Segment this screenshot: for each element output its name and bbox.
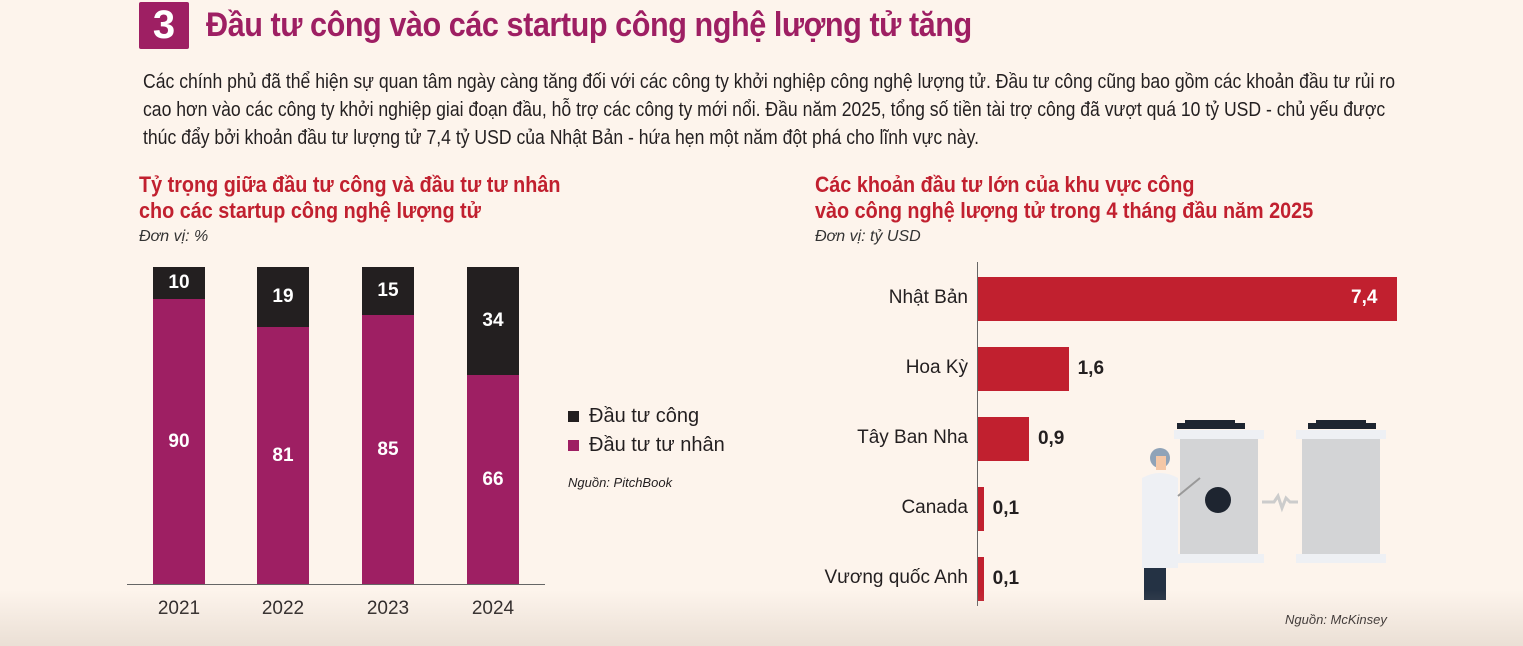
y-tick-label: Canada — [901, 497, 968, 518]
data-label: 7,4 — [1351, 287, 1378, 308]
x-tick-label: 2022 — [261, 598, 305, 619]
data-label-private: 85 — [377, 438, 399, 460]
bar-segment-private — [257, 327, 309, 585]
x-tick-label: 2021 — [157, 598, 201, 619]
y-tick-label: Hoa Kỳ — [905, 357, 968, 378]
data-label-public: 19 — [272, 286, 294, 308]
data-label-private: 90 — [168, 430, 190, 452]
bar — [978, 417, 1029, 461]
x-tick-label: 2023 — [366, 598, 410, 619]
data-label-public: 15 — [377, 279, 399, 301]
left-chart-source: Nguồn: PitchBook — [568, 475, 673, 490]
bar-segment-public — [362, 267, 414, 315]
data-label-private: 81 — [272, 445, 294, 467]
left-chart-title-line1: Tỷ trọng giữa đầu tư công và đầu tư tư n… — [139, 172, 561, 197]
right-chart-unit: Đơn vị: tỷ USD — [815, 228, 921, 245]
right-chart-title: Các khoản đầu tư lớn của khu vực công và… — [815, 172, 1369, 246]
section-number-badge: 3 — [139, 2, 189, 49]
bar — [978, 347, 1069, 391]
y-tick-label: Nhật Bản — [888, 287, 968, 308]
data-label: 0,9 — [1037, 428, 1065, 449]
data-label-public: 34 — [482, 310, 504, 332]
legend-swatch-public — [568, 411, 579, 422]
bar-segment-private — [362, 314, 414, 585]
bar-segment-public — [467, 267, 519, 376]
legend-item-private: Đầu tư tư nhân — [568, 434, 725, 457]
bar — [978, 277, 1397, 321]
right-chart-title-line1: Các khoản đầu tư lớn của khu vực công — [815, 172, 1195, 197]
y-axis-line — [977, 262, 978, 606]
legend-item-public: Đầu tư công — [568, 405, 725, 428]
y-tick-label: Tây Ban Nha — [857, 427, 968, 448]
left-chart-unit: Đơn vị: % — [139, 228, 209, 245]
intro-paragraph: Các chính phủ đã thể hiện sự quan tâm ng… — [143, 71, 1395, 149]
left-chart-title: Tỷ trọng giữa đầu tư công và đầu tư tư n… — [139, 172, 607, 246]
data-label: 0,1 — [992, 568, 1020, 589]
bar-segment-private — [467, 375, 519, 585]
data-label-private: 66 — [482, 469, 504, 491]
page-title: Đầu tư công vào các startup công nghệ lư… — [206, 6, 972, 44]
scientist-illustration — [1142, 420, 1386, 600]
bar-segment-public — [153, 267, 205, 299]
data-label: 0,1 — [992, 498, 1020, 519]
legend-swatch-private — [568, 440, 579, 451]
legend: Đầu tư công Đầu tư tư nhân Nguồn: PitchB… — [568, 405, 725, 490]
legend-label-public: Đầu tư công — [589, 405, 700, 427]
x-tick-label: 2024 — [471, 598, 515, 619]
legend-label-private: Đầu tư tư nhân — [589, 434, 725, 456]
x-axis-line — [127, 584, 545, 585]
right-chart-source: Nguồn: McKinsey — [1285, 612, 1387, 627]
bar-segment-public — [257, 267, 309, 328]
y-tick-label: Vương quốc Anh — [824, 567, 968, 588]
right-chart-title-line2: vào công nghệ lượng tử trong 4 tháng đầu… — [815, 198, 1314, 223]
bar — [978, 557, 984, 601]
data-label-public: 10 — [168, 271, 190, 293]
bar — [978, 487, 984, 531]
bar-segment-private — [153, 298, 205, 585]
left-chart-title-line2: cho các startup công nghệ lượng tử — [139, 198, 481, 223]
data-label: 1,6 — [1077, 358, 1105, 379]
